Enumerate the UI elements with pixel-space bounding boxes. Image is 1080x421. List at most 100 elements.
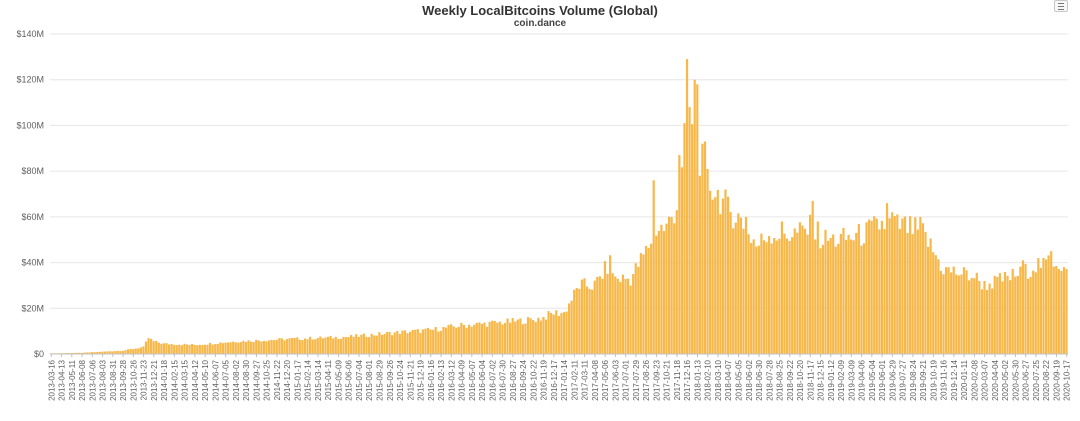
bar [414, 329, 417, 354]
bar [144, 341, 148, 354]
x-tick-label: 2014-10-25 [263, 359, 272, 400]
bar [285, 339, 289, 354]
bar [688, 107, 691, 354]
bar [570, 300, 573, 354]
bar [544, 319, 548, 354]
bar [567, 303, 571, 354]
bar [957, 275, 960, 354]
bar [906, 232, 909, 354]
bar [650, 243, 653, 354]
bar [939, 270, 942, 354]
bar [326, 336, 330, 354]
x-tick-label: 2016-05-07 [468, 359, 477, 400]
chart-menu-button[interactable] [1054, 0, 1068, 12]
bar [244, 341, 248, 354]
bar [96, 351, 99, 354]
bar [444, 327, 448, 354]
bar [788, 241, 791, 354]
bar [634, 263, 637, 354]
bar [460, 322, 463, 354]
bar [621, 274, 625, 354]
bar [591, 289, 594, 354]
x-tick-label: 2018-12-15 [817, 359, 826, 400]
x-tick-label: 2015-10-24 [396, 359, 405, 400]
bar [909, 216, 912, 354]
bar [655, 235, 658, 354]
bar [503, 322, 507, 354]
bar [442, 326, 445, 354]
x-tick-label: 2019-03-09 [847, 359, 856, 400]
bar [1060, 270, 1063, 354]
bar [462, 324, 466, 354]
x-tick-label: 2014-07-05 [222, 359, 231, 400]
bar [870, 220, 873, 354]
bar [847, 234, 850, 354]
bar [388, 331, 391, 354]
bar [901, 218, 904, 354]
bar [411, 329, 414, 354]
bar [629, 285, 632, 354]
bar [550, 312, 553, 354]
bar [132, 349, 135, 354]
bar [452, 326, 455, 354]
bar [262, 340, 266, 354]
chart-subtitle: coin.dance [513, 18, 567, 29]
bar [85, 352, 89, 354]
bar [483, 322, 486, 354]
bar [352, 336, 355, 354]
bar [170, 343, 173, 354]
bar [826, 240, 830, 354]
x-tick-label: 2019-01-12 [827, 359, 836, 400]
bar [375, 335, 378, 354]
bar [108, 351, 112, 354]
x-tick-label: 2018-06-02 [745, 359, 754, 400]
bar [124, 350, 127, 354]
bar [791, 237, 794, 354]
bar [560, 313, 563, 354]
x-tick-label: 2019-07-27 [899, 359, 908, 400]
bar [770, 243, 773, 354]
bar [796, 232, 799, 354]
bar [93, 352, 96, 354]
x-tick-label: 2015-07-04 [355, 359, 364, 400]
bar [142, 346, 145, 354]
bar [850, 239, 853, 354]
bar [1021, 260, 1025, 354]
bar [685, 59, 689, 354]
x-tick-label: 2020-04-04 [991, 359, 1000, 400]
bar [911, 234, 914, 354]
bar [793, 228, 796, 354]
x-tick-label: 2018-09-22 [786, 359, 795, 400]
bar [365, 336, 368, 354]
x-tick-label: 2019-04-06 [858, 359, 867, 400]
bar [644, 245, 648, 354]
bar [247, 340, 250, 354]
bar [747, 234, 750, 354]
bar [91, 352, 94, 354]
bar [711, 199, 714, 354]
bar [208, 342, 212, 354]
bar [952, 266, 955, 354]
x-tick-label: 2019-06-01 [878, 359, 887, 400]
x-tick-label: 2015-06-06 [345, 359, 354, 400]
bar [596, 276, 599, 354]
bar [1039, 267, 1042, 354]
x-tick-label: 2014-04-12 [191, 359, 200, 400]
x-tick-label: 2015-08-01 [365, 359, 374, 400]
x-tick-label: 2017-02-11 [570, 359, 579, 400]
bar [647, 247, 650, 354]
bar [408, 331, 412, 354]
bar [878, 229, 881, 354]
bar [1044, 259, 1048, 354]
bar [288, 338, 291, 354]
bar [306, 339, 309, 354]
bar [719, 214, 722, 354]
bar [116, 350, 119, 354]
bar [970, 277, 973, 354]
bar [432, 329, 435, 354]
bar [683, 123, 686, 354]
bar [524, 323, 527, 354]
bar [862, 243, 866, 354]
bar [367, 337, 371, 354]
